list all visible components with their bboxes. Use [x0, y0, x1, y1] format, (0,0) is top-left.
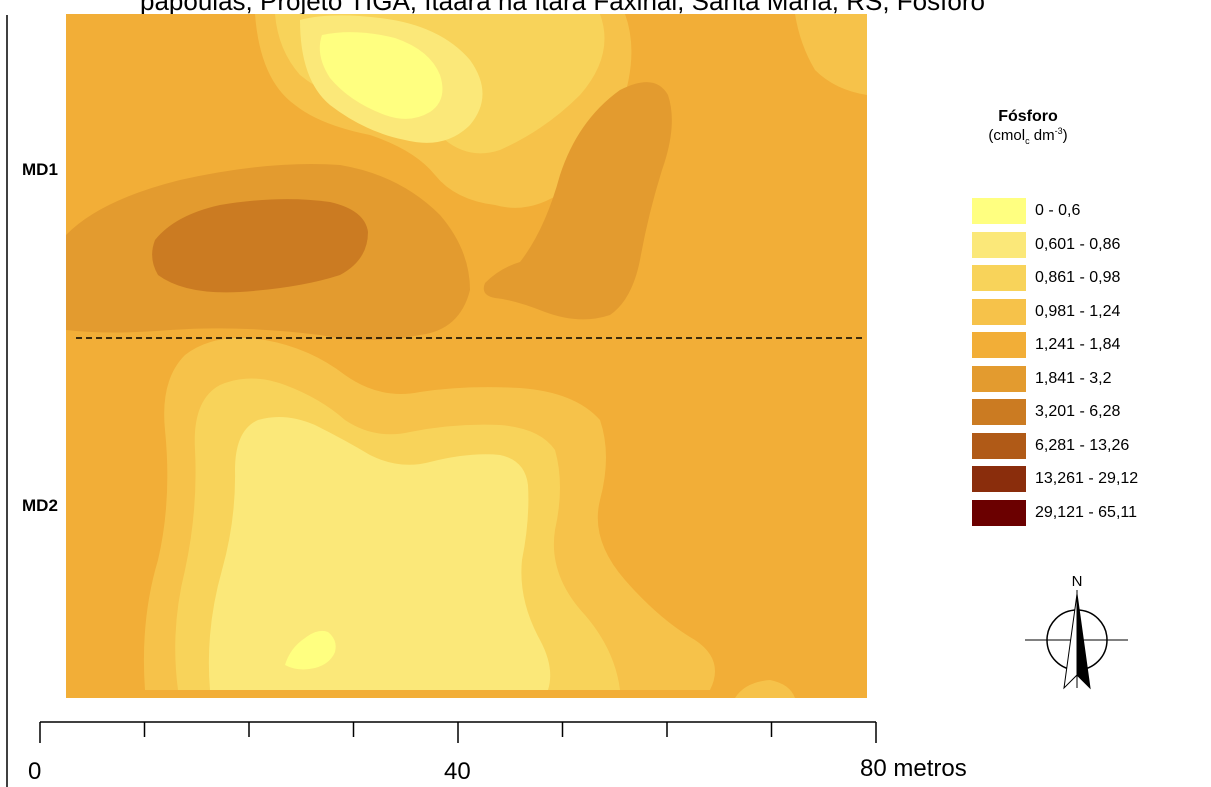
legend-label: 6,281 - 13,26 — [1035, 436, 1130, 454]
legend-swatch — [972, 432, 1026, 459]
scale-label-40: 40 — [444, 758, 471, 785]
scale-label-0: 0 — [28, 758, 42, 785]
legend-label: 1,841 - 3,2 — [1035, 369, 1112, 387]
scale-label-80: 80 metros — [860, 755, 967, 782]
map-zone — [735, 680, 795, 698]
map-zone — [152, 199, 368, 293]
figure-caption: papoulas, Projeto TIGA, Itaara na Itara … — [140, 0, 985, 16]
zone-label-md1: MD1 — [22, 160, 58, 179]
legend-swatch — [972, 399, 1026, 425]
map-zone — [319, 32, 443, 119]
legend-swatch — [972, 499, 1026, 526]
legend-label: 1,241 - 1,84 — [1035, 336, 1121, 353]
scale-bar — [39, 721, 877, 743]
legend-swatch — [972, 298, 1026, 325]
legend-label: 0,981 - 1,24 — [1035, 302, 1121, 320]
legend-label: 29,121 - 65,11 — [1035, 503, 1138, 521]
legend-unit: (cmolc dm-3) — [988, 126, 1068, 146]
map-zone — [285, 630, 336, 670]
map-zone — [208, 416, 551, 690]
legend-label: 3,201 - 6,28 — [1035, 403, 1121, 420]
zone-label-md2: MD2 — [22, 496, 58, 515]
svg-text:N: N — [1072, 573, 1083, 590]
legend-swatch — [972, 365, 1026, 392]
legend-label: 0 - 0,6 — [1035, 202, 1081, 219]
legend-swatch — [972, 466, 1026, 492]
scale-unit: metros — [893, 755, 967, 782]
map-zone — [483, 82, 672, 320]
legend-label: 0,861 - 0,98 — [1035, 269, 1121, 286]
legend-swatch — [972, 198, 1026, 224]
north-arrow-icon: N — [1025, 573, 1128, 690]
legend-label: 13,261 - 29,12 — [1035, 470, 1139, 487]
legend-swatch — [972, 231, 1026, 258]
legend-swatch — [972, 265, 1026, 291]
map-zone — [795, 14, 867, 95]
legend-swatch — [972, 332, 1026, 358]
legend-label: 0,601 - 0,86 — [1035, 235, 1121, 253]
legend-title: Fósforo — [998, 108, 1058, 125]
